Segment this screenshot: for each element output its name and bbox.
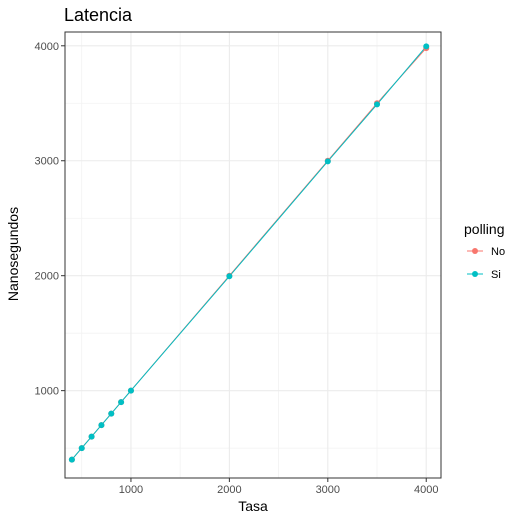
x-tick-label: 1000 (119, 484, 143, 496)
data-point-si (78, 445, 85, 452)
legend-title: polling (464, 221, 504, 237)
x-tick-label: 2000 (217, 484, 241, 496)
x-axis: 1000 2000 3000 4000 (119, 478, 438, 496)
x-axis-title: Tasa (238, 498, 268, 514)
y-tick-label: 3000 (35, 156, 59, 168)
data-point-si (88, 433, 95, 440)
data-point-si (98, 422, 105, 429)
y-tick-label: 4000 (35, 41, 59, 53)
legend-key-point-si (472, 271, 478, 277)
legend-label-si: Si (491, 269, 501, 281)
y-tick-label: 1000 (35, 386, 59, 398)
data-point-si (118, 399, 125, 406)
data-point-si (226, 273, 233, 280)
data-point-si (423, 43, 430, 50)
y-tick-label: 2000 (35, 271, 59, 283)
legend-items: No Si (467, 246, 505, 281)
data-point-si (68, 456, 75, 463)
legend: polling No Si (464, 221, 505, 281)
plot-border (64, 31, 442, 479)
chart-title: Latencia (64, 5, 133, 25)
grid-major (65, 32, 441, 478)
plot-panel (65, 32, 441, 478)
x-tick-label: 3000 (316, 484, 340, 496)
y-axis-title: Nanosegundos (5, 207, 21, 301)
x-tick-label: 4000 (414, 484, 438, 496)
y-axis: 1000 2000 3000 4000 (35, 41, 65, 398)
series-points (68, 43, 430, 463)
data-point-si (374, 101, 381, 108)
legend-key-point-no (472, 248, 478, 254)
data-point-si (324, 158, 331, 165)
data-point-si (108, 410, 115, 417)
legend-label-no: No (491, 246, 505, 258)
data-point-si (127, 387, 134, 394)
